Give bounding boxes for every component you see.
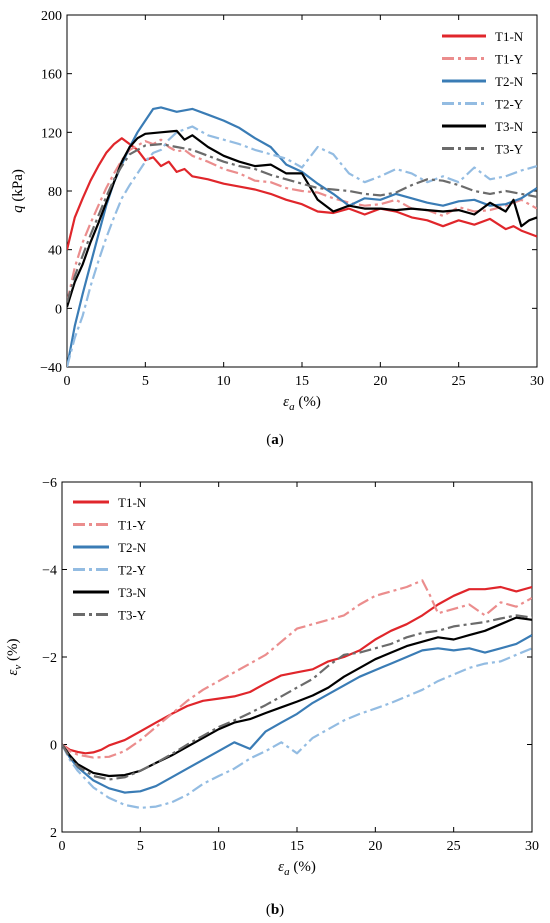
y-tick-label: 0 xyxy=(50,739,57,754)
series-group xyxy=(62,579,532,809)
x-tick-label: 15 xyxy=(295,374,309,389)
y-axis-label: q (kPa) xyxy=(10,169,26,213)
legend-label-t2-n: T2-N xyxy=(118,540,147,555)
series-line-t3-n xyxy=(67,129,537,308)
y-tick-label: −6 xyxy=(42,476,57,491)
y-axis-subscript: v xyxy=(12,665,24,670)
x-tick-label: 20 xyxy=(373,374,387,389)
series-line-t2-n xyxy=(62,634,532,794)
legend-label-t3-n: T3-N xyxy=(118,585,147,600)
legend-label-t1-y: T1-Y xyxy=(118,518,147,533)
x-axis-symbol: ε xyxy=(283,394,289,410)
x-tick-label: 5 xyxy=(142,374,149,389)
y-tick-label: −40 xyxy=(40,361,62,376)
y-axis-unit: (kPa) xyxy=(10,169,26,205)
x-tick-label: 25 xyxy=(452,374,466,389)
x-axis-label: εa (%) xyxy=(278,859,316,878)
series-line-t2-n xyxy=(67,106,537,367)
series-line-t2-y xyxy=(62,647,532,809)
y-tick-label: 120 xyxy=(41,126,62,141)
plot-frame xyxy=(61,481,533,833)
caption-letter: b xyxy=(271,902,279,918)
series-line-t1-n xyxy=(62,585,532,755)
legend-label-t1-n: T1-N xyxy=(495,29,524,44)
caption-paren-open: ( xyxy=(266,902,271,918)
x-tick-label: 10 xyxy=(217,374,231,389)
legend-label-t2-y: T2-Y xyxy=(495,97,524,112)
x-tick-label: 20 xyxy=(368,839,382,854)
caption-paren-open: ( xyxy=(266,432,271,448)
legend-label-t3-y: T3-Y xyxy=(495,142,524,157)
x-tick-label: 25 xyxy=(447,839,461,854)
y-tick-label: 160 xyxy=(41,68,62,83)
y-axis-label: εv (%) xyxy=(5,638,24,675)
x-axis-subscript: a xyxy=(289,401,295,413)
y-axis-symbol: q xyxy=(10,205,26,213)
caption-paren-close: ) xyxy=(279,902,284,918)
series-line-t3-n xyxy=(62,616,532,778)
x-tick-label: 0 xyxy=(64,374,71,389)
x-tick-label: 10 xyxy=(212,839,226,854)
series-line-t2-y xyxy=(67,125,537,367)
legend-label-t3-n: T3-N xyxy=(495,119,524,134)
series-line-t1-y xyxy=(62,579,532,759)
y-tick-label: 0 xyxy=(55,302,62,317)
x-axis-subscript: a xyxy=(284,866,290,878)
x-axis-symbol: ε xyxy=(278,859,284,875)
series-group xyxy=(67,106,537,367)
panel-caption-b: (b) xyxy=(266,902,284,918)
y-tick-label: 2 xyxy=(50,826,57,841)
series-line-t1-n xyxy=(67,137,537,250)
x-tick-label: 0 xyxy=(59,839,66,854)
legend-label-t1-n: T1-N xyxy=(118,495,147,510)
legend-label-t2-y: T2-Y xyxy=(118,563,147,578)
x-tick-label: 5 xyxy=(137,839,144,854)
y-tick-label: −2 xyxy=(42,651,57,666)
legend-label-t1-y: T1-Y xyxy=(495,52,524,67)
y-axis-unit: (%) xyxy=(5,638,21,664)
series-line-t3-y xyxy=(62,614,532,781)
caption-paren-close: ) xyxy=(279,432,284,448)
series-line-t1-y xyxy=(67,138,537,303)
panel-caption-a: (a) xyxy=(266,432,284,448)
x-tick-label: 30 xyxy=(530,374,544,389)
legend-label-t3-y: T3-Y xyxy=(118,608,147,623)
y-tick-label: −4 xyxy=(42,564,57,579)
x-axis-unit: (%) xyxy=(290,859,316,875)
caption-letter: a xyxy=(271,432,279,448)
legend-label-t2-n: T2-N xyxy=(495,74,524,89)
y-tick-label: 80 xyxy=(48,185,62,200)
x-axis-unit: (%) xyxy=(295,394,321,410)
y-tick-label: 40 xyxy=(48,244,62,259)
x-axis-label: εa (%) xyxy=(283,394,321,413)
y-tick-label: 200 xyxy=(41,9,62,24)
x-tick-label: 30 xyxy=(525,839,539,854)
x-tick-label: 15 xyxy=(290,839,304,854)
y-axis-symbol: ε xyxy=(5,670,21,676)
series-line-t3-y xyxy=(67,143,537,303)
